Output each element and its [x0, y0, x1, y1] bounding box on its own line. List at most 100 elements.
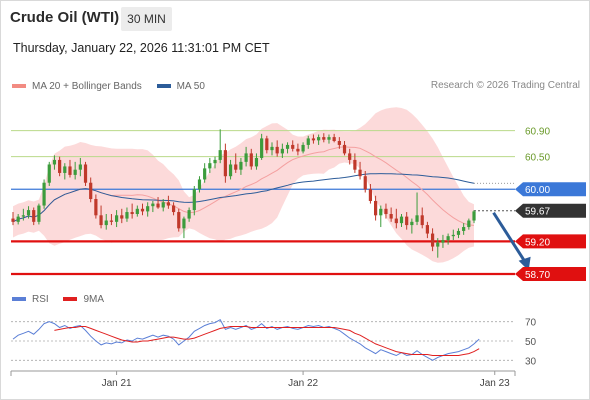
- x-tick-label: Jan 21: [102, 378, 132, 389]
- candle: [89, 177, 93, 203]
- candle: [467, 218, 471, 230]
- candle: [358, 161, 362, 180]
- candle-body: [270, 146, 274, 151]
- candle-body: [265, 138, 269, 151]
- candle-body: [280, 148, 284, 154]
- candle: [166, 195, 170, 209]
- candle-body: [405, 216, 409, 226]
- candle-body: [363, 176, 367, 190]
- candle-body: [156, 203, 160, 208]
- candle-body: [332, 137, 336, 142]
- candle-body: [260, 138, 264, 158]
- level-label-58.70: 58.70: [525, 270, 550, 281]
- candle: [291, 140, 295, 152]
- rsi-tick-70: 70: [525, 318, 537, 329]
- candle-body: [171, 205, 176, 213]
- candle: [337, 137, 341, 149]
- candle: [244, 146, 248, 167]
- legend-item-9ma: 9MA: [63, 294, 104, 305]
- candle: [436, 238, 440, 258]
- candle-body: [353, 159, 357, 170]
- candle-body: [301, 144, 305, 152]
- candle: [285, 142, 290, 154]
- candle: [177, 208, 181, 232]
- candle-body: [151, 203, 155, 207]
- candle-body: [47, 164, 51, 183]
- candle-body: [425, 225, 429, 234]
- candle: [37, 203, 41, 225]
- candle: [384, 203, 388, 219]
- candle-body: [394, 218, 398, 224]
- candle-body: [441, 240, 445, 243]
- x-tick-label: Jan 22: [288, 378, 318, 389]
- candle-body: [472, 211, 476, 221]
- candle: [430, 228, 435, 252]
- candle: [296, 143, 300, 156]
- candle: [218, 129, 222, 164]
- candle: [203, 163, 207, 183]
- candle: [234, 153, 238, 173]
- candle-body: [456, 230, 461, 235]
- candle: [322, 133, 326, 143]
- candle: [317, 134, 321, 145]
- candle-body: [166, 202, 170, 206]
- datetime-label: Thursday, January 22, 2026 11:31:01 PM C…: [13, 41, 270, 55]
- candle: [472, 210, 476, 224]
- ma20-swatch: [12, 84, 26, 88]
- candle: [83, 161, 88, 186]
- candle-body: [249, 153, 253, 167]
- candle-body: [348, 153, 352, 160]
- candle: [197, 176, 202, 193]
- candle: [42, 179, 46, 209]
- candle: [21, 208, 25, 221]
- candle: [130, 203, 134, 219]
- candle: [260, 133, 264, 160]
- candle: [125, 207, 129, 222]
- candle-body: [187, 210, 191, 219]
- candle-body: [26, 210, 31, 216]
- candle-body: [415, 215, 419, 222]
- candle-body: [223, 150, 227, 177]
- timeframe-button[interactable]: 30 MIN: [121, 7, 172, 31]
- legend-label-rsi: RSI: [32, 293, 49, 305]
- candle-body: [374, 200, 378, 216]
- candle: [161, 199, 165, 212]
- candle: [213, 156, 217, 169]
- candle-body: [52, 159, 57, 165]
- candle-body: [208, 163, 212, 169]
- candle-body: [285, 144, 290, 149]
- candle-body: [16, 216, 20, 222]
- rsi-tick-50: 50: [525, 337, 537, 348]
- level-label-59.20: 59.20: [525, 237, 550, 248]
- candle: [249, 148, 253, 170]
- rsi-ma-line: [54, 326, 480, 356]
- candle: [187, 207, 191, 222]
- candle-body: [135, 208, 139, 215]
- candle-body: [337, 141, 341, 145]
- price-legend: MA 20 + Bollinger Bands MA 50: [12, 80, 217, 92]
- candle-body: [161, 202, 165, 208]
- candle: [146, 202, 150, 217]
- candle: [405, 212, 409, 230]
- candle-body: [389, 214, 393, 219]
- candle-body: [399, 216, 404, 224]
- rsi-swatch: [12, 297, 26, 301]
- candle: [254, 153, 259, 170]
- level-label-pivot: 60.00: [525, 185, 550, 196]
- legend-label-ma50: MA 50: [176, 80, 205, 92]
- candle-body: [11, 218, 15, 222]
- candle: [68, 159, 72, 178]
- candle: [156, 197, 160, 209]
- candle: [306, 135, 310, 149]
- candle: [208, 157, 212, 173]
- candle: [99, 205, 103, 229]
- candle-body: [327, 137, 331, 140]
- candle: [410, 218, 414, 234]
- candle: [353, 153, 357, 173]
- candle: [441, 234, 445, 248]
- support-tag-59.20: [515, 234, 586, 249]
- candle: [182, 216, 186, 239]
- level-label-60.50: 60.50: [525, 153, 550, 164]
- candle-body: [275, 146, 279, 154]
